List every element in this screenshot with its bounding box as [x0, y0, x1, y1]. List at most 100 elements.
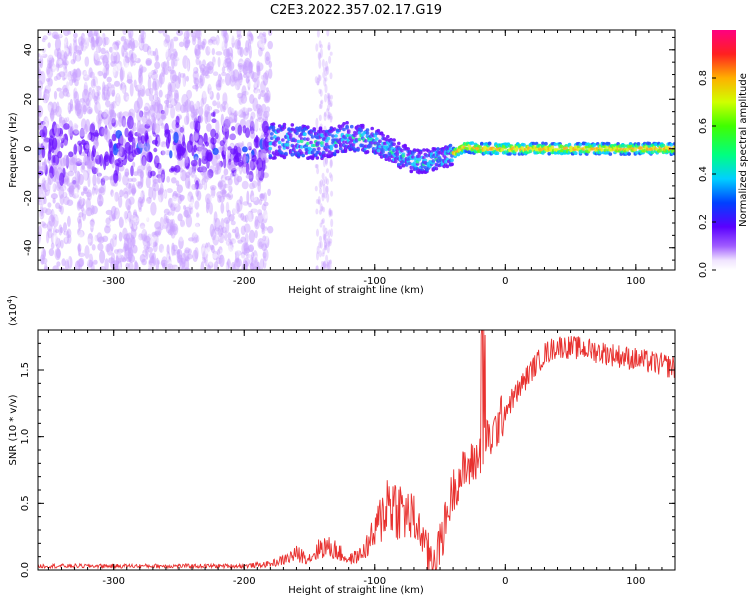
heat-cell [100, 181, 106, 196]
heat-cell [124, 127, 129, 138]
heat-cell [94, 234, 99, 242]
heat-cell [186, 30, 191, 39]
heat-cell [326, 108, 330, 113]
heat-cell [327, 41, 331, 51]
heat-cell [63, 236, 70, 245]
heat-cell [58, 71, 66, 78]
colorbar-tick-label: 0.2 [698, 214, 709, 230]
heat-cell [321, 218, 325, 224]
heat-cell [232, 208, 236, 216]
heat-cell [38, 142, 41, 148]
heat-cell [94, 184, 99, 195]
heat-cell [145, 246, 149, 260]
heat-cell [201, 42, 205, 51]
heat-cell [58, 205, 62, 210]
heat-cell [252, 207, 259, 214]
svg-text:(x104): (x104) [6, 295, 19, 326]
heat-cell [221, 40, 225, 52]
heat-cell [216, 100, 221, 109]
heat-cell [260, 222, 265, 230]
heat-cell [139, 225, 147, 235]
heat-cell [48, 248, 55, 257]
snr-frame [37, 329, 676, 571]
heat-cell [138, 72, 144, 86]
heat-cell [324, 240, 328, 249]
heat-cell [223, 155, 227, 169]
heat-cell [324, 83, 328, 94]
heat-cell [48, 214, 56, 227]
heat-cell [41, 98, 47, 109]
heat-cell [228, 241, 234, 252]
heat-cell [52, 208, 57, 218]
heat-cell [119, 66, 125, 81]
heat-cell [157, 235, 162, 246]
heat-cell [262, 248, 269, 262]
heat-cell [245, 77, 250, 84]
heat-cell [150, 70, 157, 75]
heat-cell [80, 38, 88, 52]
heat-cell [157, 30, 164, 34]
heat-cell [248, 244, 254, 253]
heat-cell [212, 71, 219, 76]
heat-cell [200, 49, 206, 59]
heat-cell [102, 175, 110, 181]
heat-cell [95, 34, 99, 47]
heat-cell [200, 41, 206, 49]
heat-cell [61, 258, 66, 267]
heat-cell [58, 233, 65, 240]
heat-cell [157, 35, 162, 46]
heat-cell [231, 91, 237, 98]
heat-cell [98, 126, 105, 137]
heat-cell [228, 133, 236, 140]
heat-cell [249, 218, 255, 230]
heat-cell [178, 236, 184, 250]
heat-cell [76, 184, 81, 190]
heat-cell [38, 88, 42, 101]
heat-cell [143, 33, 150, 45]
heat-cell [155, 156, 160, 164]
heat-cell [217, 56, 221, 68]
heat-cell [86, 259, 94, 268]
heat-cell [170, 69, 177, 84]
heat-cell [79, 98, 86, 103]
heat-cell [261, 120, 269, 134]
heat-cell [261, 218, 265, 233]
heat-cell [153, 235, 157, 241]
heat-cell [253, 119, 259, 131]
heat-cell [223, 143, 228, 152]
y-tick-label: 0.0 [20, 562, 31, 578]
heat-cell [183, 258, 190, 270]
heat-cell [162, 224, 167, 230]
heat-cell [99, 249, 106, 264]
heat-cell [232, 69, 240, 82]
heat-cell [70, 246, 75, 253]
heat-cell [65, 244, 72, 258]
heat-cell [173, 165, 181, 173]
y-tick-label: -40 [23, 240, 34, 256]
heat-cell [66, 104, 71, 111]
heat-cell [151, 71, 158, 81]
heat-cell [118, 216, 124, 228]
heat-cell [167, 211, 172, 216]
heat-cell [206, 242, 211, 256]
heat-cell [181, 93, 189, 107]
heat-cell [140, 176, 144, 188]
heat-cell [81, 237, 88, 244]
heat-cell [126, 71, 133, 85]
heat-cell [64, 210, 68, 215]
y-tick-label: 0 [23, 146, 34, 152]
heat-cell [204, 103, 210, 115]
heat-cell [219, 35, 226, 47]
heat-cell [60, 239, 64, 249]
y-tick-label: 1.5 [20, 362, 31, 378]
heat-cell [160, 122, 165, 129]
heat-cell [98, 200, 103, 207]
heat-cell [106, 242, 113, 256]
heat-cell [194, 30, 201, 39]
heat-cell [182, 73, 187, 87]
heat-cell [248, 202, 252, 208]
heat-cell [249, 94, 255, 104]
heat-cell [217, 180, 223, 190]
heat-cell [195, 57, 200, 66]
heat-cell [95, 151, 99, 159]
